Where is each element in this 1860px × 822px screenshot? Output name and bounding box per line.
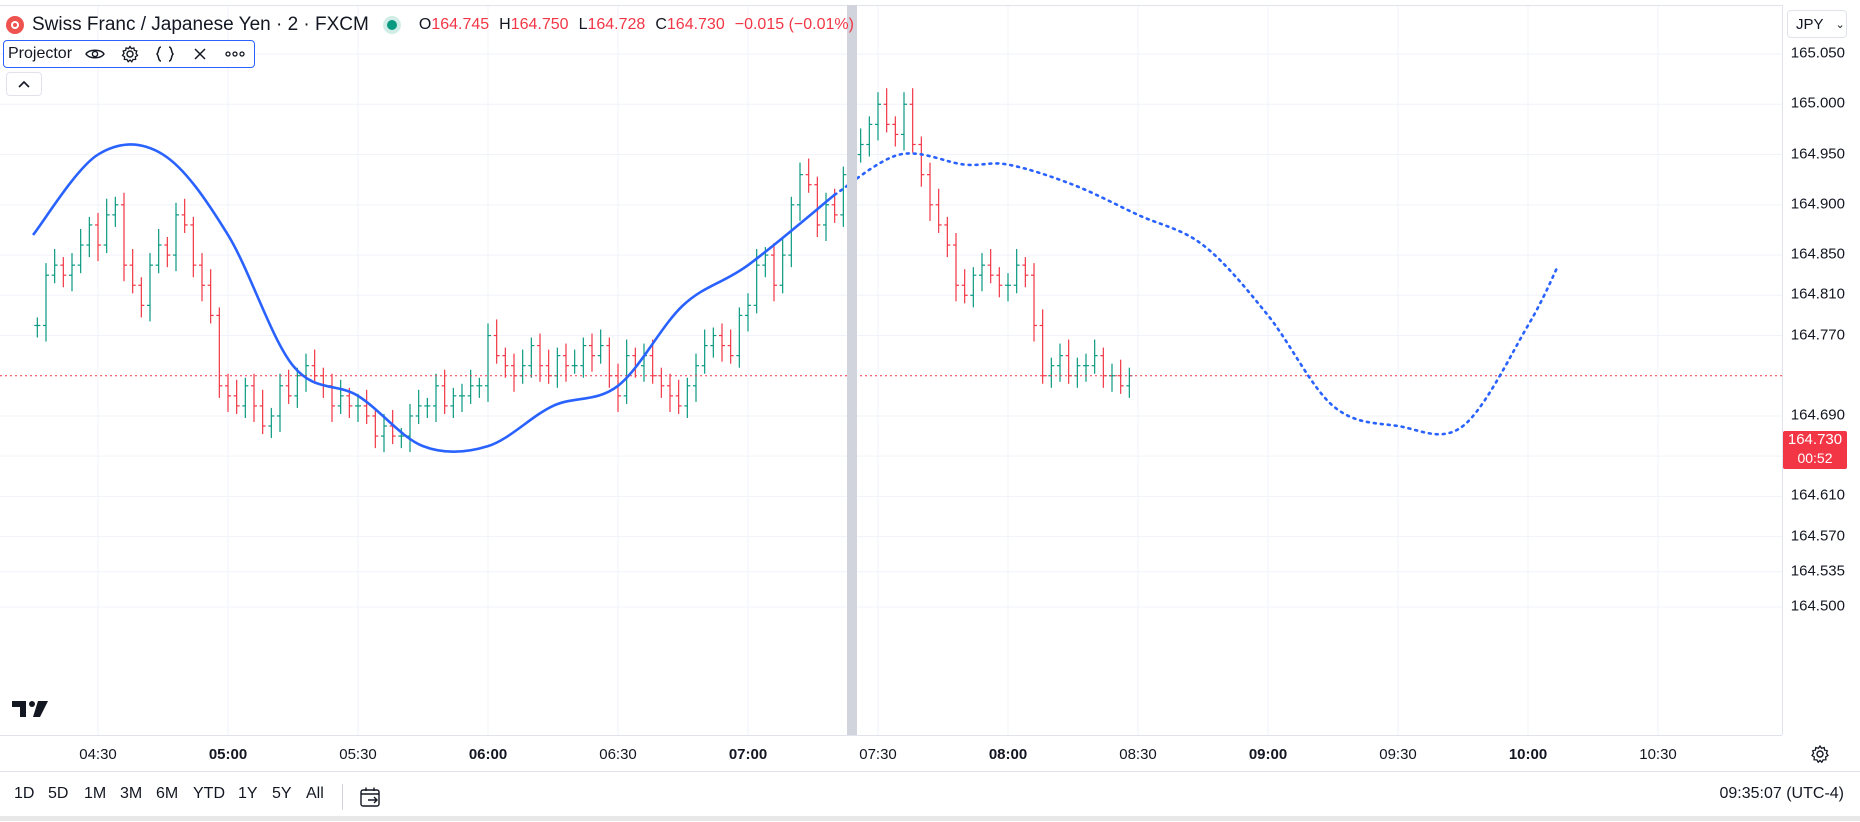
range-button-all[interactable]: All	[306, 785, 324, 802]
price-tick-label: 164.535	[1790, 562, 1845, 580]
more-icon[interactable]	[222, 42, 248, 66]
price-tick-label: 164.850	[1790, 245, 1845, 263]
ohlc-open: O164.745	[418, 16, 490, 33]
range-button-5y[interactable]: 5Y	[272, 785, 292, 802]
plot-area[interactable]	[0, 5, 1782, 736]
replay-divider[interactable]	[847, 5, 857, 735]
currency-label: JPY	[1796, 15, 1824, 33]
time-tick-label: 09:00	[1248, 746, 1288, 763]
range-button-1m[interactable]: 1M	[84, 785, 107, 802]
bottom-toolbar: 09:35:07 (UTC-4) 1D 5D 1M 3M 6M YTD 1Y 5Y All	[0, 771, 1860, 822]
price-tick-label: 164.570	[1790, 527, 1845, 545]
time-tick-label: 07:30	[859, 746, 897, 763]
projector-line-historical	[31, 143, 836, 454]
time-tick-label: 05:00	[208, 746, 248, 763]
ohlc-close: C164.730	[655, 16, 725, 33]
chevron-down-icon: ⌄	[1835, 18, 1845, 31]
braces-icon[interactable]	[152, 42, 178, 66]
calendar-goto-icon	[360, 787, 380, 807]
axis-settings-button[interactable]	[1808, 742, 1832, 766]
bar-countdown: 00:52	[1797, 450, 1833, 466]
symbol-legend: Swiss Franc / Japanese Yen · 2 · FXCM O1…	[6, 12, 854, 38]
price-tick-label: 164.690	[1790, 406, 1845, 424]
currency-selector[interactable]: JPY ⌄	[1787, 10, 1847, 38]
gear-icon	[1811, 744, 1829, 764]
time-tick-label: 09:30	[1379, 746, 1417, 763]
time-tick-label: 05:30	[339, 746, 377, 763]
range-button-1y[interactable]: 1Y	[238, 785, 258, 802]
range-button-1d[interactable]: 1D	[14, 785, 35, 802]
range-button-5d[interactable]: 5D	[48, 785, 69, 802]
price-change: −0.015 (−0.01%)	[734, 16, 854, 33]
time-tick-label: 07:00	[728, 746, 768, 763]
price-tick-label: 164.900	[1790, 195, 1845, 213]
range-button-3m[interactable]: 3M	[120, 785, 143, 802]
last-price-label: 164.730 00:52	[1783, 431, 1847, 469]
toolbar-divider	[342, 784, 343, 810]
price-tick-label: 165.050	[1790, 44, 1845, 62]
price-tick-label: 164.770	[1790, 326, 1845, 344]
market-status-icon[interactable]	[386, 20, 397, 30]
tradingview-logo[interactable]	[12, 698, 50, 720]
gear-icon[interactable]	[117, 42, 143, 66]
session-clock[interactable]: 09:35:07 (UTC-4)	[1719, 785, 1845, 802]
close-icon[interactable]	[187, 42, 213, 66]
ohlc-high: H164.750	[499, 16, 569, 33]
indicator-legend[interactable]: Projector	[3, 40, 256, 68]
ohlc-low: L164.728	[578, 16, 646, 33]
time-tick-label: 10:00	[1508, 746, 1548, 763]
price-tick-label: 164.500	[1790, 597, 1845, 615]
range-button-ytd[interactable]: YTD	[193, 785, 225, 802]
price-axis[interactable]: 165.050 165.000 164.950 164.900 164.850 164.8…	[1782, 5, 1860, 735]
range-button-6m[interactable]: 6M	[156, 785, 179, 802]
price-tick-label: 164.810	[1790, 285, 1845, 303]
indicator-name[interactable]: Projector	[8, 45, 73, 62]
collapse-legend-button[interactable]	[6, 72, 42, 96]
time-axis[interactable]: 04:30 05:00 05:30 06:00 06:30 07:00 07:30 08:00…	[0, 735, 1782, 772]
window-bottom-edge	[0, 816, 1860, 821]
last-price-value: 164.730	[1787, 431, 1843, 448]
time-tick-label: 06:30	[599, 746, 637, 763]
projector-line-forecast	[833, 152, 1560, 436]
time-tick-label: 06:00	[468, 746, 508, 763]
chevron-up-icon	[18, 80, 30, 88]
price-tick-label: 164.610	[1790, 486, 1845, 504]
go-to-date-button[interactable]	[356, 783, 386, 811]
chart-canvas[interactable]	[0, 6, 1782, 736]
price-tick-label: 165.000	[1790, 94, 1845, 112]
time-tick-label: 10:30	[1639, 746, 1677, 763]
eye-icon[interactable]	[82, 42, 108, 66]
time-tick-label: 04:30	[79, 746, 117, 763]
symbol-title[interactable]: Swiss Franc / Japanese Yen · 2 · FXCM	[32, 14, 369, 35]
symbol-logo-icon	[6, 16, 24, 34]
time-tick-label: 08:30	[1119, 746, 1157, 763]
time-tick-label: 08:00	[988, 746, 1028, 763]
price-tick-label: 164.950	[1790, 145, 1845, 163]
